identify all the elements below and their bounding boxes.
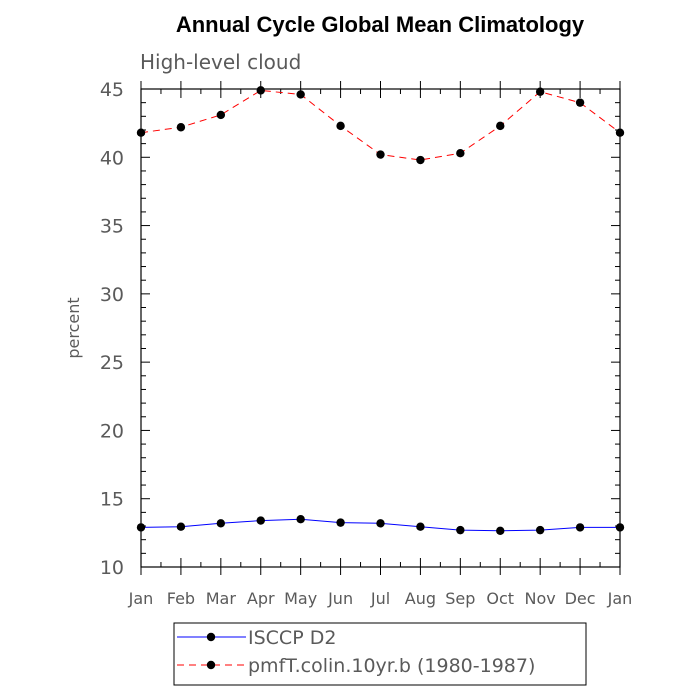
data-point bbox=[176, 522, 186, 531]
y-tick-label: 25 bbox=[100, 352, 124, 374]
data-point bbox=[216, 110, 226, 120]
data-point bbox=[376, 519, 385, 528]
series-1 bbox=[136, 86, 625, 165]
legend-box bbox=[173, 622, 587, 686]
data-point bbox=[136, 523, 146, 532]
x-tick-label: Jun bbox=[327, 589, 353, 608]
x-tick-label: Sep bbox=[445, 589, 475, 608]
data-point bbox=[575, 523, 585, 532]
data-point bbox=[535, 87, 545, 96]
data-point bbox=[496, 526, 505, 536]
data-point bbox=[256, 516, 265, 525]
data-point bbox=[336, 518, 345, 527]
data-point bbox=[216, 519, 226, 528]
data-point bbox=[296, 515, 305, 524]
x-tick-label: Jan bbox=[128, 589, 154, 608]
data-point bbox=[416, 522, 425, 531]
x-tick-label: Feb bbox=[167, 589, 195, 608]
data-point bbox=[176, 123, 186, 132]
y-tick-label: 10 bbox=[100, 557, 124, 579]
data-point bbox=[575, 98, 585, 107]
x-tick-label: Dec bbox=[565, 589, 596, 608]
y-tick-label: 45 bbox=[100, 79, 124, 101]
x-tick-label: May bbox=[284, 589, 317, 608]
data-point bbox=[535, 525, 545, 535]
legend-marker bbox=[206, 632, 216, 642]
data-point bbox=[456, 148, 465, 158]
y-tick-label: 40 bbox=[100, 147, 124, 169]
series-line bbox=[140, 89, 621, 161]
plot-frame bbox=[140, 88, 621, 568]
plot-axes: 10 15 20 25 30 35 40 45 Jan Feb Mar Apr May Jun Jul Aug… bbox=[100, 79, 633, 608]
chart-title: Annual Cycle Global Mean Climatology bbox=[176, 12, 585, 37]
legend-marker bbox=[206, 660, 216, 670]
x-tick-label: Apr bbox=[247, 589, 275, 608]
x-tick-label: Oct bbox=[486, 589, 514, 608]
y-axis-label: percent bbox=[64, 297, 83, 358]
x-tick-label: Aug bbox=[405, 589, 436, 608]
x-tick-label: Jul bbox=[370, 589, 390, 608]
x-tick-label: Mar bbox=[206, 589, 237, 608]
y-tick-label: 35 bbox=[100, 216, 124, 238]
data-point bbox=[336, 121, 345, 131]
y-tick-label: 20 bbox=[100, 420, 124, 442]
legend: ISCCP D2 pmfT.colin.10yr.b (1980-1987) bbox=[173, 622, 587, 686]
y-tick-label: 15 bbox=[100, 489, 124, 511]
data-point bbox=[136, 128, 146, 137]
chart-subtitle: High-level cloud bbox=[140, 50, 301, 74]
legend-label: ISCCP D2 bbox=[248, 627, 336, 649]
series-layer bbox=[136, 86, 625, 536]
data-point bbox=[256, 86, 265, 95]
legend-label: pmfT.colin.10yr.b (1980-1987) bbox=[248, 655, 535, 677]
data-point bbox=[615, 128, 625, 137]
data-point bbox=[615, 523, 625, 532]
x-tick-label: Nov bbox=[525, 589, 556, 608]
data-point bbox=[296, 90, 305, 99]
series-0 bbox=[136, 515, 625, 536]
x-tick-label: Jan bbox=[607, 589, 633, 608]
y-tick-label: 30 bbox=[100, 284, 124, 306]
data-point bbox=[456, 525, 465, 535]
data-point bbox=[416, 155, 425, 165]
data-point bbox=[496, 121, 505, 131]
data-point bbox=[376, 150, 385, 159]
